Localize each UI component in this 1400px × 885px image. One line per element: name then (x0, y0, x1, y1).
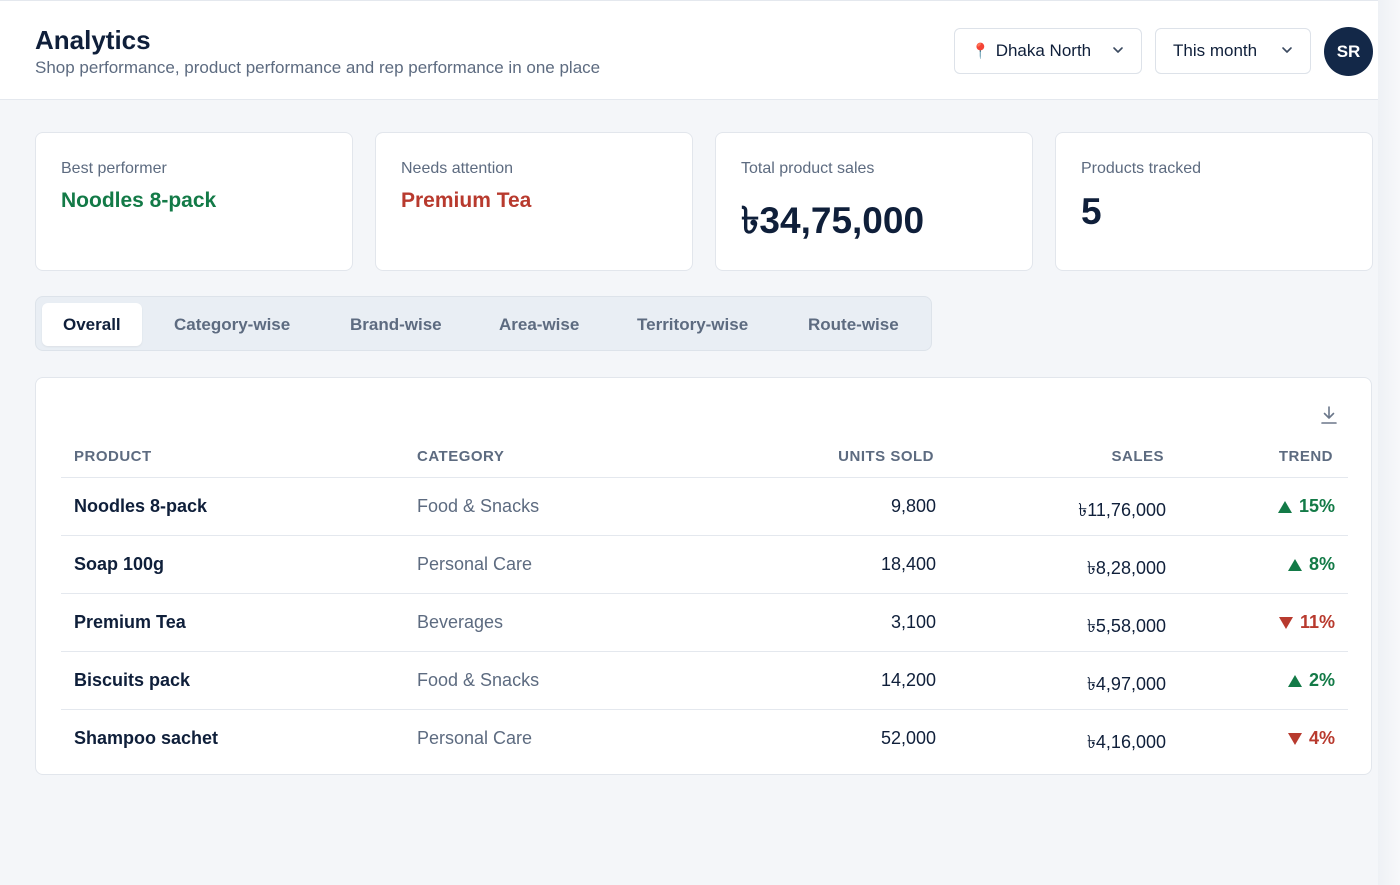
trend-indicator: 8% (1287, 554, 1335, 575)
divider (61, 535, 1348, 536)
column-header-sales[interactable]: SALES (1111, 448, 1164, 465)
trend-indicator: 15% (1277, 496, 1335, 517)
tab-overall[interactable]: Overall (42, 303, 142, 346)
units-sold: 52,000 (880, 728, 936, 748)
chevron-down-icon (1282, 47, 1292, 53)
column-header-category[interactable]: CATEGORY (417, 448, 505, 465)
triangle-down-icon (1278, 616, 1293, 629)
tab-category-wise[interactable]: Category-wise (174, 314, 291, 334)
product-table: PRODUCT CATEGORY UNITS SOLD SALES TREND … (35, 377, 1372, 775)
units-sold: 14,200 (880, 670, 936, 690)
avatar[interactable]: SR (1324, 27, 1373, 76)
area-select[interactable]: 📍 Dhaka North (954, 28, 1142, 74)
sales-value: ৳4,16,000 (1086, 732, 1166, 752)
trend-value: 4% (1308, 728, 1335, 748)
product-name: Biscuits pack (74, 670, 191, 690)
card-label: Total product sales (741, 160, 875, 177)
units-sold: 9,800 (890, 496, 936, 516)
map-pin-icon: 📍 (971, 43, 990, 60)
tab-route-wise[interactable]: Route-wise (808, 314, 899, 334)
page-subtitle: Shop performance, product performance an… (35, 58, 601, 77)
trend-value: 2% (1308, 670, 1335, 690)
trend-indicator: 2% (1287, 670, 1335, 691)
product-category: Personal Care (417, 728, 533, 748)
table-row[interactable]: Premium Tea Beverages 3,100 ৳5,58,000 11% (36, 594, 1373, 652)
area-select-value: Dhaka North (995, 41, 1092, 60)
units-sold: 18,400 (880, 554, 936, 574)
period-select-value: This month (1173, 41, 1258, 60)
sales-value: ৳5,58,000 (1086, 616, 1166, 636)
card-label: Products tracked (1081, 160, 1202, 177)
table-row[interactable]: Noodles 8-pack Food & Snacks 9,800 ৳11,76,0… (36, 478, 1373, 536)
product-name: Noodles 8-pack (74, 496, 208, 516)
best-performer-card: Best performer Noodles 8-pack (35, 132, 353, 271)
card-label: Needs attention (401, 160, 514, 177)
chevron-down-icon (1113, 47, 1123, 53)
column-header-trend[interactable]: TREND (1278, 448, 1333, 465)
tab-territory-wise[interactable]: Territory-wise (637, 314, 749, 334)
units-sold: 3,100 (890, 612, 936, 632)
product-category: Food & Snacks (417, 496, 540, 516)
divider (61, 593, 1348, 594)
total-sales-card: Total product sales ৳34,75,000 (715, 132, 1033, 271)
card-value: Noodles 8-pack (61, 189, 217, 212)
triangle-up-icon (1287, 558, 1302, 571)
download-icon[interactable] (1320, 405, 1338, 425)
trend-value: 8% (1308, 554, 1335, 574)
card-label: Best performer (61, 160, 167, 177)
divider (61, 651, 1348, 652)
table-row[interactable]: Biscuits pack Food & Snacks 14,200 ৳4,97,00… (36, 652, 1373, 710)
product-category: Personal Care (417, 554, 533, 574)
trend-value: 15% (1298, 496, 1335, 516)
divider (61, 477, 1348, 478)
products-tracked-card: Products tracked 5 (1055, 132, 1373, 271)
product-category: Food & Snacks (417, 670, 540, 690)
card-value: ৳34,75,000 (741, 200, 925, 241)
table-row[interactable]: Soap 100g Personal Care 18,400 ৳8,28,000 8% (36, 536, 1373, 594)
triangle-up-icon (1277, 500, 1292, 513)
triangle-up-icon (1287, 674, 1302, 687)
product-name: Premium Tea (74, 612, 186, 632)
view-tabs: Overall Category-wise Brand-wise Area-wi… (35, 296, 932, 351)
table-row[interactable]: Shampoo sachet Personal Care 52,000 ৳4,16,0… (36, 710, 1373, 768)
column-header-units-sold[interactable]: UNITS SOLD (838, 448, 934, 465)
sales-value: ৳4,97,000 (1086, 674, 1166, 694)
tab-area-wise[interactable]: Area-wise (499, 314, 580, 334)
card-value: 5 (1081, 191, 1102, 232)
tab-brand-wise[interactable]: Brand-wise (350, 314, 442, 334)
sales-value: ৳8,28,000 (1086, 558, 1166, 578)
page-title: Analytics (35, 25, 151, 55)
trend-indicator: 11% (1278, 612, 1335, 633)
column-header-product[interactable]: PRODUCT (74, 448, 152, 465)
product-category: Beverages (417, 612, 504, 632)
scrollbar-track[interactable] (1378, 0, 1400, 885)
card-value: Premium Tea (401, 189, 532, 212)
needs-attention-card: Needs attention Premium Tea (375, 132, 693, 271)
sales-value: ৳11,76,000 (1078, 500, 1166, 520)
page-header: Analytics Shop performance, product perf… (0, 0, 1378, 100)
trend-indicator: 4% (1287, 728, 1335, 749)
trend-value: 11% (1299, 612, 1335, 632)
period-select[interactable]: This month (1155, 28, 1311, 74)
product-name: Soap 100g (74, 554, 165, 574)
triangle-down-icon (1287, 732, 1302, 745)
product-name: Shampoo sachet (74, 728, 219, 748)
divider (61, 709, 1348, 710)
